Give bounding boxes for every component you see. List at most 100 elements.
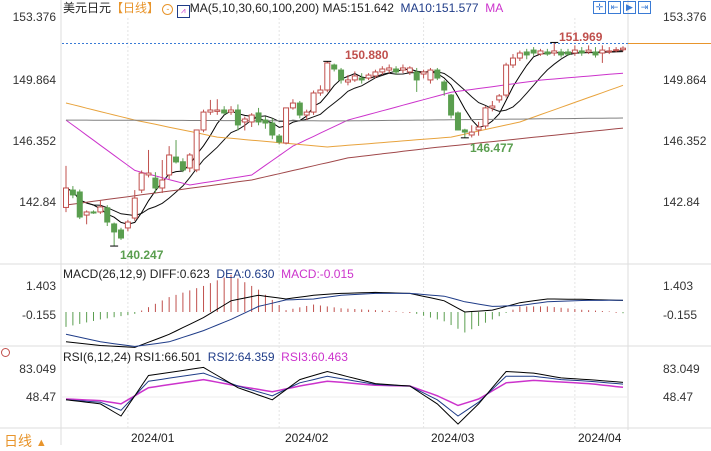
candle-body bbox=[104, 207, 111, 223]
rsi-legend: RSI(6,12,24) RSI1:66.501 RSI2:64.359 RSI… bbox=[63, 350, 348, 364]
macd-dea: DEA:0.630 bbox=[216, 267, 275, 281]
candle-body bbox=[386, 67, 393, 71]
candle-body bbox=[564, 51, 571, 55]
rsi1-value: RSI1:66.501 bbox=[134, 350, 202, 364]
x-tick: 2024/02 bbox=[285, 431, 329, 445]
candle-body bbox=[599, 49, 606, 54]
rsi-tick-right: 48.47 bbox=[663, 390, 694, 404]
candle-body bbox=[606, 50, 613, 53]
candle-body bbox=[503, 64, 510, 96]
y-tick-left: 149.864 bbox=[12, 73, 56, 87]
candle-body bbox=[338, 69, 345, 81]
candle-body bbox=[344, 79, 351, 83]
macd-tick-right: -0.155 bbox=[663, 308, 698, 322]
rsi-tick-left: 83.049 bbox=[19, 362, 56, 376]
candle-body bbox=[516, 52, 523, 59]
candle-body bbox=[207, 109, 214, 113]
candle-body bbox=[551, 50, 558, 54]
x-tick: 2024/03 bbox=[431, 431, 475, 445]
zoom-range-icon[interactable]: ⇤ bbox=[608, 1, 621, 14]
rsi-params: RSI(6,12,24) bbox=[63, 350, 132, 364]
ma-line-ma60 bbox=[65, 84, 624, 148]
candle-body bbox=[578, 50, 585, 54]
low-annotation: 140.247 bbox=[120, 248, 164, 262]
candle-body bbox=[83, 211, 90, 216]
candle-body bbox=[179, 161, 186, 171]
candle-body bbox=[63, 187, 69, 208]
candle-body bbox=[283, 107, 290, 144]
candle-body bbox=[69, 189, 76, 196]
candle-body bbox=[186, 154, 193, 169]
period-label[interactable]: 【日线】 bbox=[111, 1, 160, 15]
rsi-tick-right: 83.049 bbox=[663, 362, 700, 376]
macd-value: MACD:-0.015 bbox=[281, 267, 354, 281]
rsi2-line bbox=[65, 372, 624, 417]
candle-body bbox=[351, 75, 358, 81]
candle-body bbox=[200, 111, 207, 131]
candle-body bbox=[296, 102, 303, 116]
candle-body bbox=[454, 112, 461, 131]
candle-body bbox=[537, 50, 544, 55]
minus-circle-icon[interactable]: - bbox=[162, 4, 174, 15]
ma-line-ma10 bbox=[65, 51, 624, 217]
candle-body bbox=[331, 64, 338, 70]
y-tick-right: 146.352 bbox=[663, 134, 707, 148]
y-tick-right: 149.864 bbox=[663, 73, 707, 87]
candle-body bbox=[509, 57, 516, 66]
indicator-chart-icon[interactable]: ⩘ bbox=[176, 5, 190, 18]
candle-body bbox=[358, 77, 365, 81]
candle-body bbox=[159, 179, 166, 189]
macd-tick-left: 1.403 bbox=[25, 279, 56, 293]
candle-body bbox=[166, 154, 173, 176]
candle-body bbox=[241, 118, 248, 123]
exit-icon[interactable]: ⇥ bbox=[638, 1, 651, 14]
candle-body bbox=[138, 172, 145, 191]
candle-body bbox=[324, 62, 331, 91]
macd-diff-line bbox=[65, 291, 624, 348]
candle-body bbox=[221, 109, 228, 114]
candle-body bbox=[372, 71, 379, 77]
candle-body bbox=[145, 172, 152, 176]
candle-body bbox=[76, 191, 83, 218]
ma10-value: MA10:151.577 bbox=[400, 1, 479, 15]
candle-body bbox=[461, 129, 468, 133]
macd-legend: MACD(26,12,9) DIFF:0.623 DEA:0.630 MACD:… bbox=[63, 267, 354, 281]
candle-body bbox=[317, 89, 324, 94]
high-annotation: 150.880 bbox=[345, 48, 389, 62]
macd-tick-right: 1.403 bbox=[663, 279, 694, 293]
candle-body bbox=[585, 49, 592, 53]
candle-body bbox=[496, 95, 503, 101]
candle-body bbox=[97, 206, 104, 213]
rsi2-value: RSI2:64.359 bbox=[207, 350, 275, 364]
candle-body bbox=[406, 67, 413, 73]
candle-body bbox=[399, 67, 406, 71]
period-switch[interactable]: 日线 ▲ bbox=[4, 431, 47, 451]
candle-body bbox=[427, 69, 434, 81]
ma-params: MA(5,10,30,60,100,200) bbox=[189, 1, 320, 15]
ma5-value: MA5:151.642 bbox=[322, 1, 394, 15]
crosshair-icon[interactable]: ✛ bbox=[593, 1, 606, 14]
candle-body bbox=[613, 49, 620, 52]
candle-body bbox=[255, 112, 262, 123]
ma-line-ma200 bbox=[65, 127, 624, 206]
y-tick-right: 142.84 bbox=[663, 195, 700, 209]
candle-body bbox=[248, 114, 255, 123]
x-tick: 2024/04 bbox=[578, 431, 622, 445]
macd-diff: DIFF:0.623 bbox=[149, 267, 210, 281]
candle-body bbox=[124, 221, 131, 229]
target-icon[interactable] bbox=[1, 348, 10, 357]
ma-line-ma100 bbox=[66, 117, 624, 122]
period-switch-label: 日线 bbox=[4, 433, 32, 449]
candle-body bbox=[111, 223, 118, 233]
candle-body bbox=[592, 51, 599, 56]
ma-more[interactable]: MA bbox=[485, 1, 504, 15]
candle-body bbox=[523, 51, 530, 56]
candle-body bbox=[90, 211, 97, 214]
macd-params: MACD(26,12,9) bbox=[63, 267, 147, 281]
candle-body bbox=[262, 119, 269, 124]
rsi-tick-left: 48.47 bbox=[25, 390, 56, 404]
caret-up-icon: ▲ bbox=[35, 437, 47, 449]
rsi3-value: RSI3:60.463 bbox=[281, 350, 348, 364]
play-icon[interactable]: ▶ bbox=[623, 1, 636, 14]
